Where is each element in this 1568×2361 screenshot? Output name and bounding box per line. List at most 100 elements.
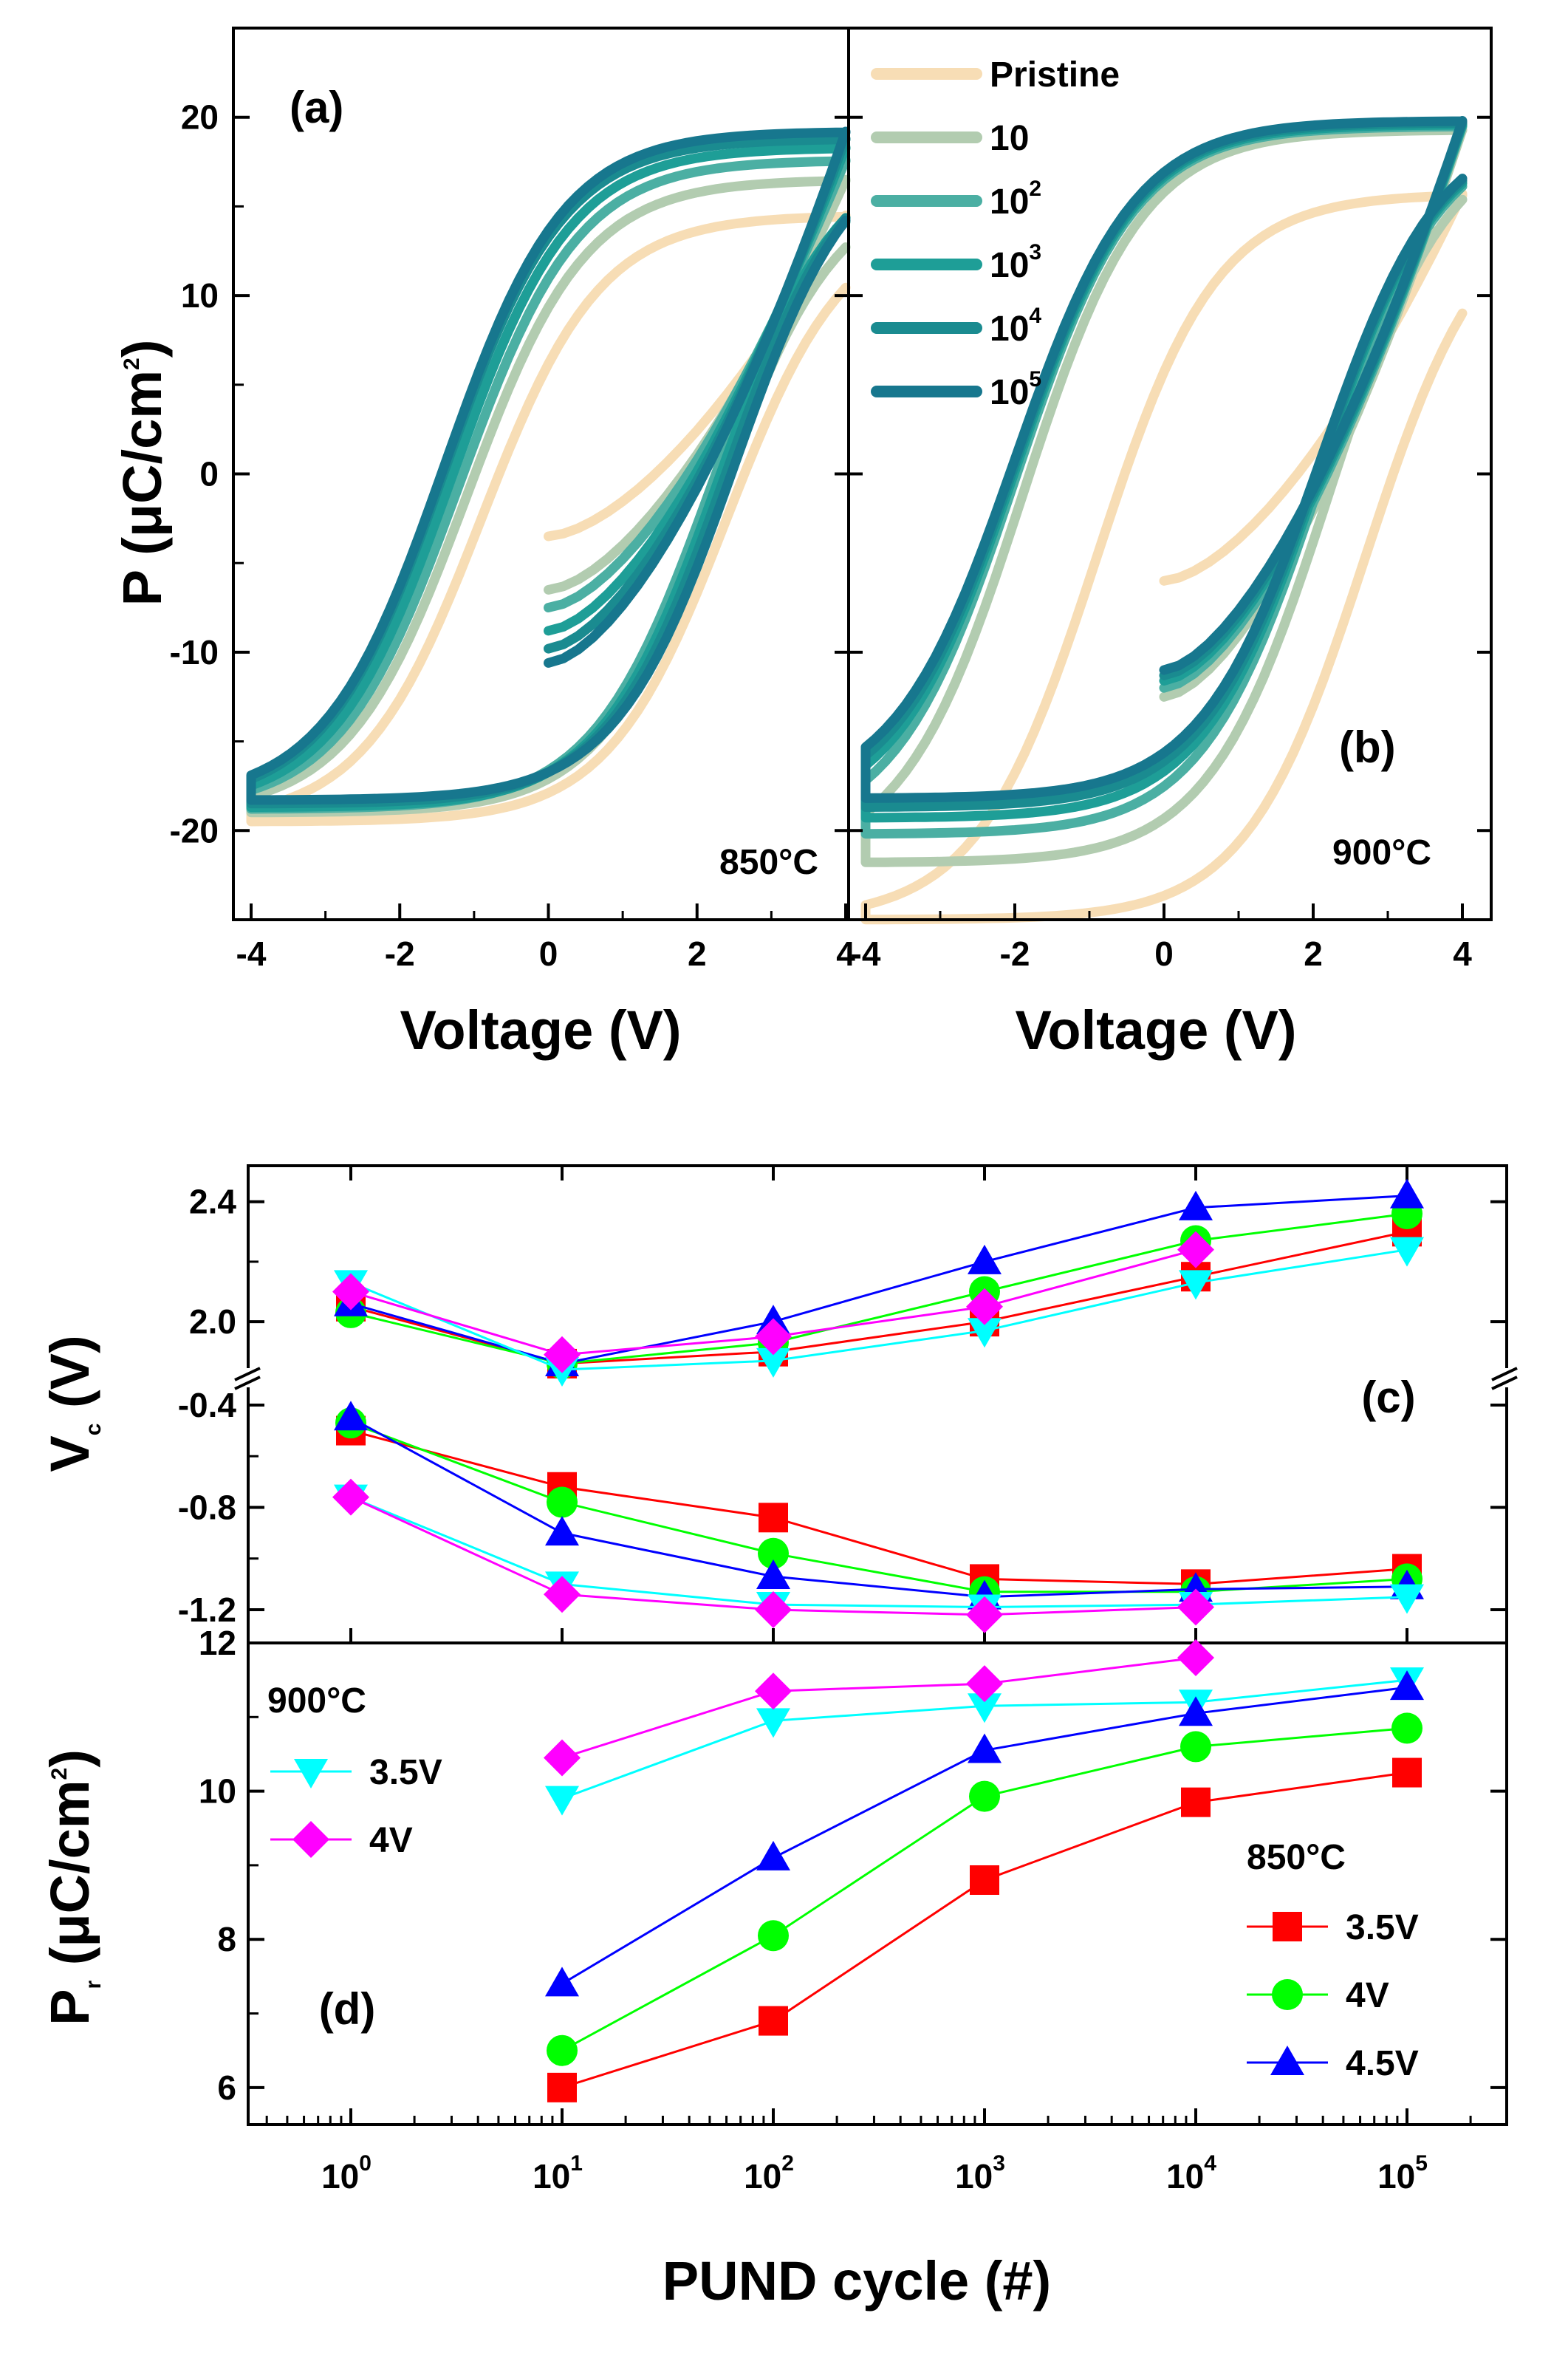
panel-b-x-axis-title: Voltage (V) xyxy=(1016,1000,1297,1061)
panel-a-x-tick-label: 2 xyxy=(688,935,707,973)
vc-point-negative-900-c-4v xyxy=(1177,1588,1214,1626)
panel-c-series xyxy=(332,1178,1424,1633)
legend-label-Pristine: Pristine xyxy=(990,55,1120,95)
panel-d-x-tick-label: 105 xyxy=(1377,2151,1428,2196)
break-slash xyxy=(234,1367,261,1381)
legend-850-marker-4.5v xyxy=(1270,2046,1304,2075)
pr-point-900-c-4v xyxy=(755,1672,792,1710)
panel-d-x-tick-label: 104 xyxy=(1166,2151,1216,2196)
legend-label-10-3: 103 xyxy=(990,240,1041,285)
vc-point-positive-850-c-4.5v xyxy=(968,1244,1002,1274)
panel-b-label: (b) xyxy=(1339,722,1396,772)
panel-a-temperature: 850°C xyxy=(719,843,818,882)
panel-b-x-tick-label: 0 xyxy=(1154,935,1174,973)
pr-point-850-c-4.5v xyxy=(1179,1696,1213,1726)
legend-850-label-4.5v: 4.5V xyxy=(1346,2044,1419,2083)
vc-point-positive-850-c-4.5v xyxy=(1390,1178,1424,1209)
pr-point-900-c-3.5v xyxy=(968,1693,1002,1723)
pr-point-850-c-3.5v xyxy=(759,2006,788,2036)
panel-d-x-tick-label: 100 xyxy=(321,2151,372,2196)
vc-point-negative-850-c-4.5v xyxy=(334,1401,368,1431)
legend-label-10-2: 102 xyxy=(990,177,1041,222)
legend-label-10: 10 xyxy=(990,119,1029,158)
panel-b-x-tick-label: -2 xyxy=(1000,935,1030,973)
loop-10-5 xyxy=(246,126,851,805)
cycle-legend: Pristine 10 102 103 104 105 xyxy=(871,55,1120,412)
panel-a-x-tick-label: 4 xyxy=(836,935,855,973)
legend-850-marker-4v xyxy=(1272,1979,1303,2010)
legend-850-title: 850°C xyxy=(1247,1838,1346,1877)
pr-point-850-c-4.5v xyxy=(1390,1670,1424,1701)
pr-point-900-c-4v xyxy=(544,1739,581,1777)
legend-900-label-3.5v: 3.5V xyxy=(369,1753,442,1792)
legend-900-title: 900°C xyxy=(267,1681,366,1721)
pr-point-850-c-4v xyxy=(969,1780,1000,1812)
panel-d-x-tick-label: 103 xyxy=(955,2151,1005,2196)
panel-b-x-tick-label: -4 xyxy=(851,935,881,973)
vc-point-negative-900-c-3.5v xyxy=(1390,1584,1424,1614)
panel-c-ticks: 2.4 2.0 -0.4 -0.8 -1.2 xyxy=(178,1166,1507,1643)
panel-d-y-tick-label: 12 xyxy=(199,1624,236,1662)
panel-b-x-tick-label: 2 xyxy=(1304,935,1323,973)
panel-c-y-tick-label: -1.2 xyxy=(178,1590,236,1629)
legend-label-10-5: 105 xyxy=(990,367,1041,412)
panel-a-x-tick-label: -4 xyxy=(236,935,267,973)
vc-point-negative-850-c-4.5v xyxy=(545,1516,579,1546)
panel-b: -4 -2 0 2 4 Pristine 10 102 103 104 105 (b) 900°C… xyxy=(847,27,1493,1061)
panel-a-x-tick-label: -2 xyxy=(385,935,415,973)
pr-point-850-c-4v xyxy=(1180,1731,1211,1763)
pr-point-850-c-4v xyxy=(1391,1712,1423,1744)
hysteresis-loops-b xyxy=(860,116,1468,925)
vc-line-positive-900-c-3.5v xyxy=(350,1248,1408,1371)
vc-point-positive-850-c-4.5v xyxy=(1179,1190,1213,1220)
loop-10-5 xyxy=(860,116,1468,803)
vc-point-negative-850-c-4v xyxy=(758,1537,789,1569)
panel-a-x-tick-label: 0 xyxy=(539,935,558,973)
vc-point-positive-900-c-4v xyxy=(755,1318,792,1356)
break-slash xyxy=(234,1376,261,1390)
panel-b-x-tick-label: 4 xyxy=(1453,935,1472,973)
panel-d-x-tick-label: 101 xyxy=(533,2151,583,2196)
panel-d-series xyxy=(544,1639,1424,2102)
panel-d-frame xyxy=(247,1641,1508,2126)
legend-850-label-4v: 4V xyxy=(1346,1976,1389,2015)
panel-d-y-tick-label: 10 xyxy=(199,1772,236,1811)
pr-point-900-c-4v xyxy=(1177,1639,1214,1677)
panel-c-y-tick-label: 2.0 xyxy=(189,1302,236,1341)
hysteresis-loops-a xyxy=(246,126,851,827)
panel-d-label: (d) xyxy=(319,1984,376,2034)
panel-c-y-tick-label: -0.4 xyxy=(178,1386,237,1424)
panel-a-y-tick-label: 20 xyxy=(181,98,219,137)
panel-d-y-tick-label: 8 xyxy=(217,1920,236,1958)
pr-point-900-c-3.5v xyxy=(545,1786,579,1816)
break-slash xyxy=(1491,1376,1518,1390)
panel-d-y-axis-title: Pr (μC/cm2) xyxy=(39,1749,106,2026)
panel-b-ticks: -4 -2 0 2 4 xyxy=(849,115,1491,973)
panel-a-label: (a) xyxy=(290,83,343,132)
vc-point-positive-900-c-4v xyxy=(966,1288,1003,1325)
vc-point-negative-850-c-3.5v xyxy=(759,1503,788,1533)
vc-point-negative-900-c-4v xyxy=(332,1478,369,1516)
vc-line-positive-850-c-4.5v xyxy=(350,1195,1408,1365)
panel-a-y-axis-title: P (μC/cm2) xyxy=(112,340,173,607)
panel-a-y-tick-label: -20 xyxy=(170,811,219,850)
panel-d-y-tick-label: 6 xyxy=(217,2068,236,2107)
panel-c-y-tick-label: 2.4 xyxy=(189,1183,236,1221)
vc-line-negative-850-c-4.5v xyxy=(350,1416,1408,1599)
pr-point-900-c-4v xyxy=(966,1665,1003,1703)
vc-point-positive-900-c-4v xyxy=(332,1273,369,1311)
pr-point-850-c-3.5v xyxy=(970,1865,999,1895)
panel-a-x-axis-title: Voltage (V) xyxy=(400,1000,682,1061)
pr-point-850-c-3.5v xyxy=(547,2072,577,2102)
panel-a-y-tick-label: 10 xyxy=(181,276,219,315)
vc-point-negative-850-c-4v xyxy=(547,1486,578,1518)
legend-850-label-3.5v: 3.5V xyxy=(1346,1908,1419,1947)
panel-c-label: (c) xyxy=(1361,1373,1415,1422)
break-slash xyxy=(1491,1367,1518,1381)
panel-d-x-tick-label: 102 xyxy=(744,2151,794,2196)
legend-900-marker-4v xyxy=(292,1821,329,1858)
panel-b-temperature: 900°C xyxy=(1332,833,1431,872)
